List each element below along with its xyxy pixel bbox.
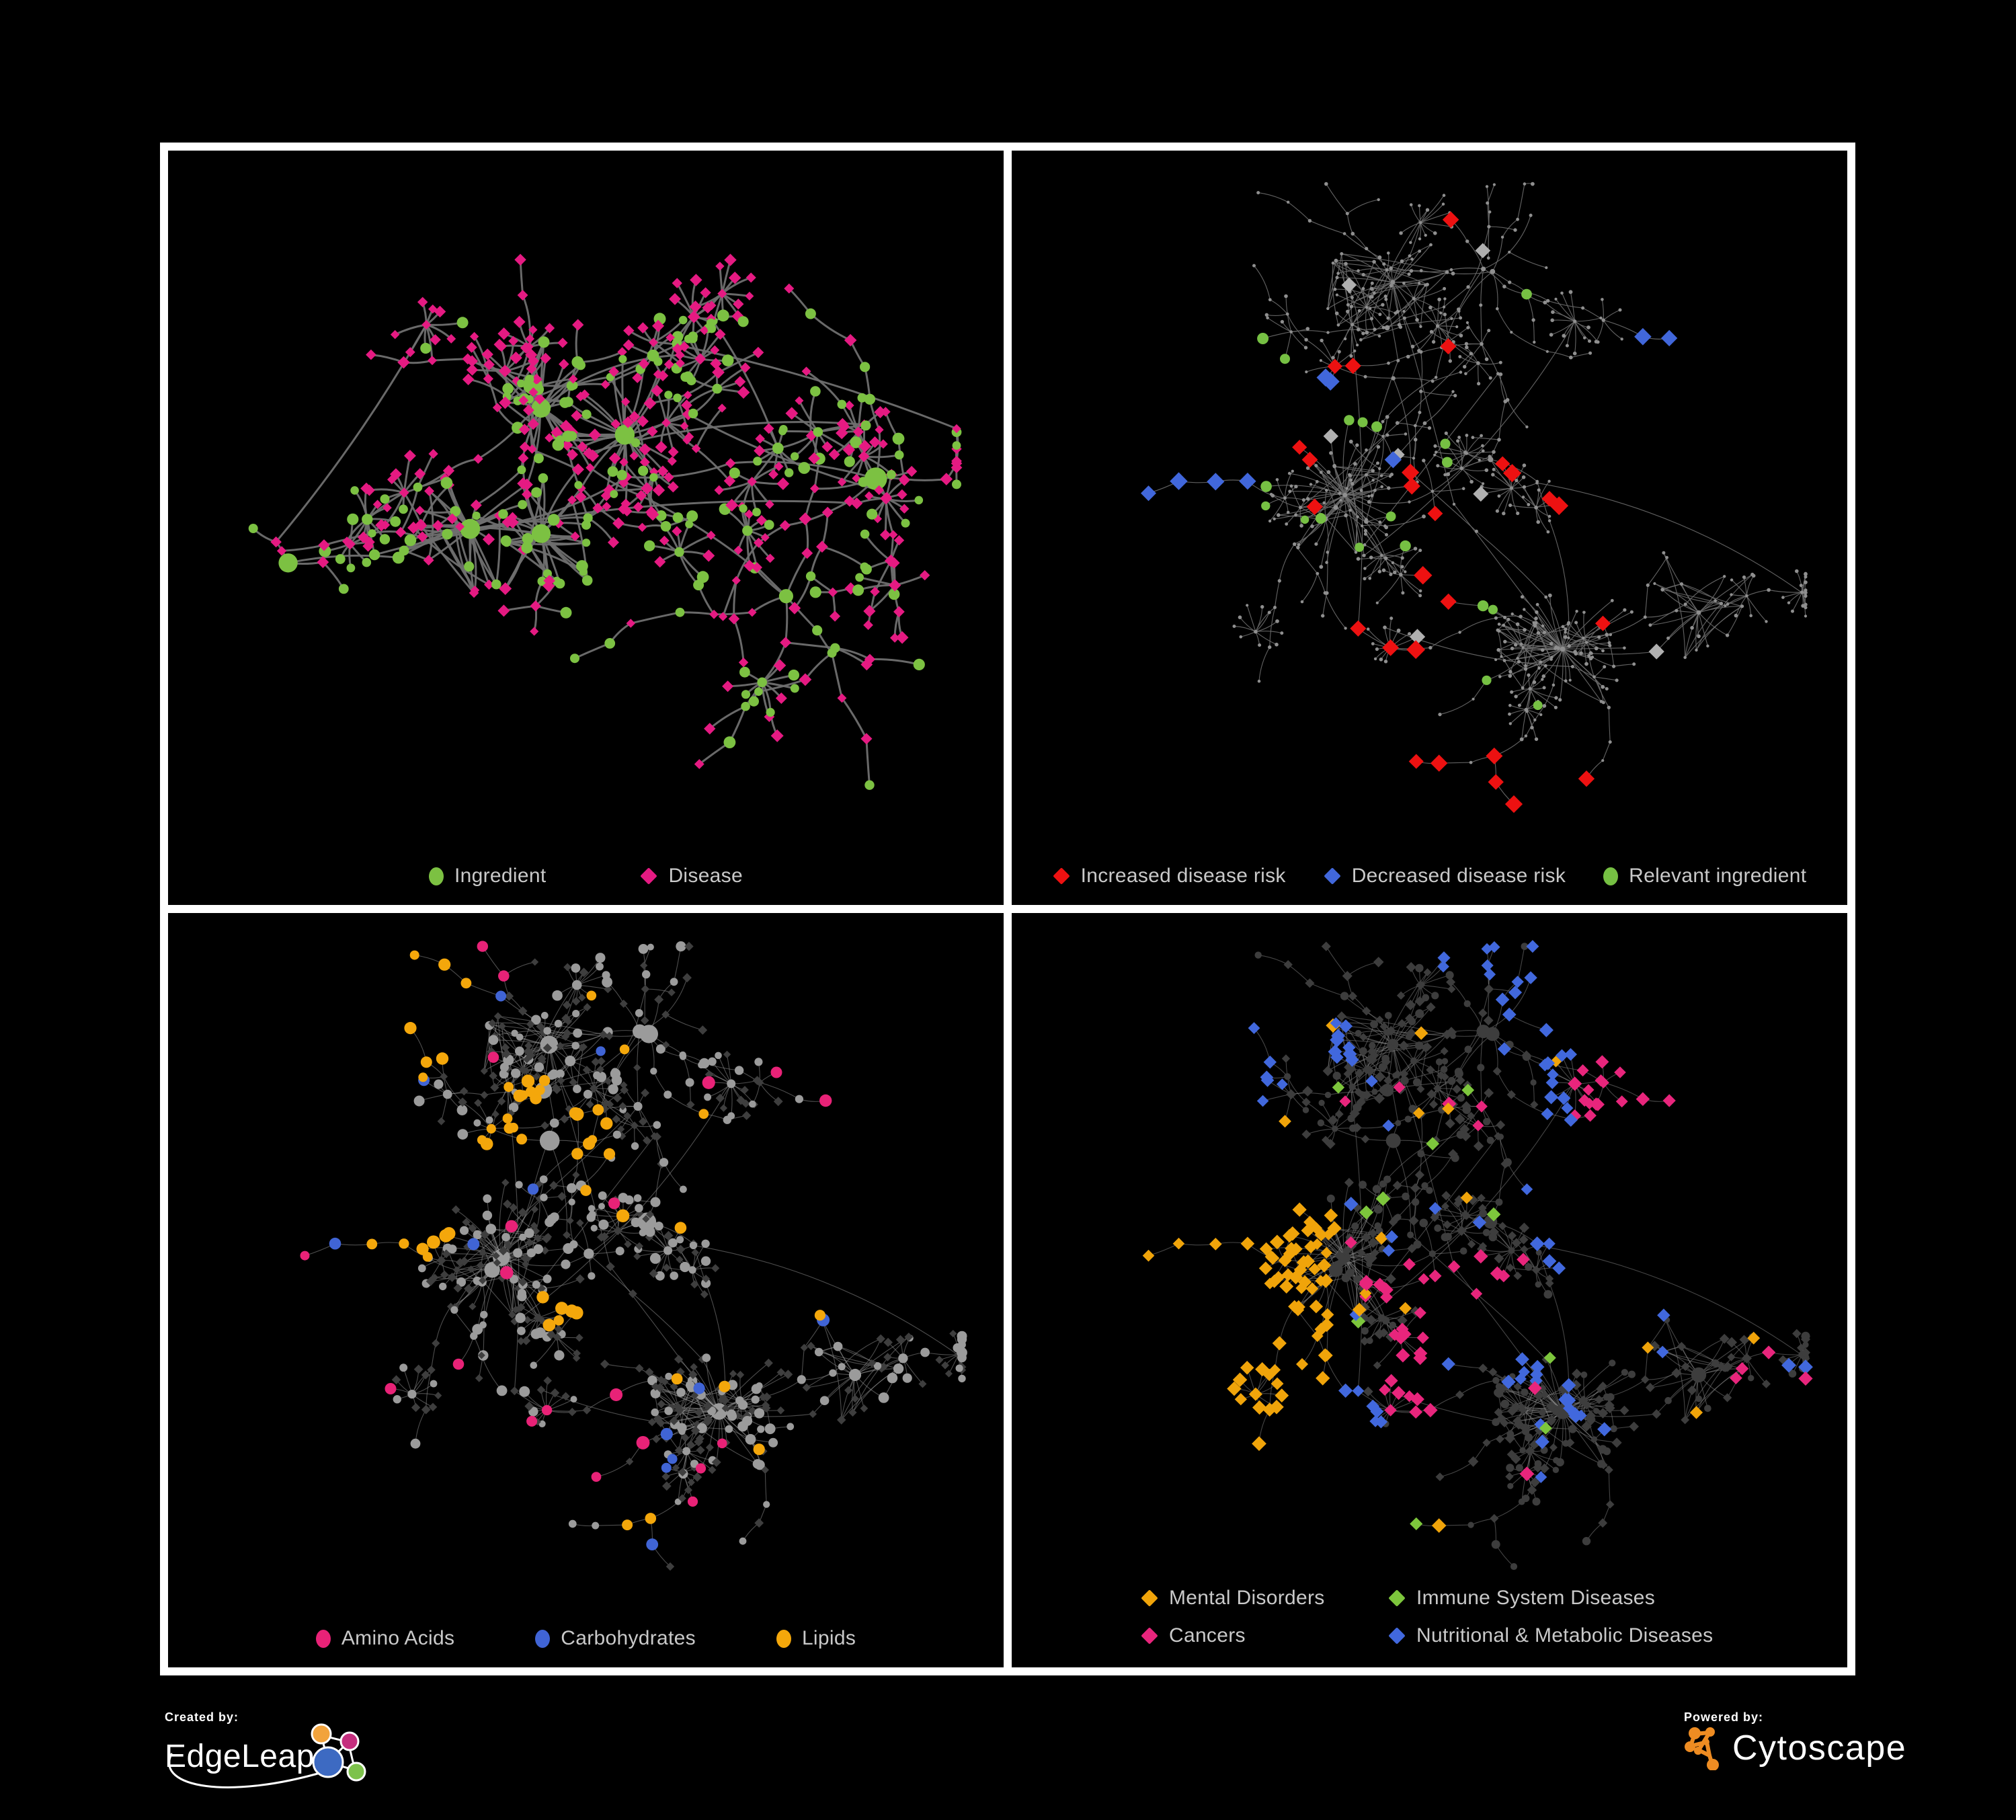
edgeleap-node-magenta xyxy=(339,1731,360,1751)
legend-label: Increased disease risk xyxy=(1080,865,1286,887)
legend-item-ingredient-disease-ingredient: Ingredient xyxy=(429,865,546,887)
circle-swatch-icon xyxy=(535,1629,551,1648)
panel-ingredient-disease: Ingredient Disease xyxy=(164,147,1008,909)
legend-item-disease-risk-increased-disease-risk: Increased disease risk xyxy=(1052,865,1286,887)
disease-risk-network xyxy=(1141,182,1808,814)
legend-label: Amino Acids xyxy=(341,1627,455,1649)
legend-label: Cancers xyxy=(1169,1624,1246,1647)
circle-swatch-icon xyxy=(429,867,444,885)
edgeleap-swoosh xyxy=(168,1753,326,1788)
circle-swatch-icon xyxy=(1603,867,1619,885)
ingredient-disease-network xyxy=(248,253,963,790)
ingredient-disease-legend: Ingredient Disease xyxy=(168,865,1004,887)
diamond-swatch-icon xyxy=(1388,1627,1406,1645)
legend-label: Immune System Diseases xyxy=(1416,1587,1656,1609)
disease-classes-network xyxy=(1142,940,1813,1571)
legend-item-disease-classes-cancers: Cancers xyxy=(1141,1624,1388,1647)
highlight-nodes-layer xyxy=(300,941,832,1550)
cytoscape-lockup: Cytoscape xyxy=(1684,1726,1906,1770)
nodes-layer xyxy=(1232,182,1808,764)
nutrient-classes-legend: Amino Acids Carbohydrates Lipids xyxy=(168,1627,1004,1650)
diamond-swatch-icon xyxy=(1323,867,1341,885)
legend-item-disease-classes-mental-disorders: Mental Disorders xyxy=(1141,1587,1388,1610)
edgeleap-node-orange xyxy=(311,1723,332,1745)
legend-item-nutrient-classes-lipids: Lipids xyxy=(776,1627,856,1650)
powered-by-label: Powered by: xyxy=(1684,1710,1764,1724)
diamond-swatch-icon xyxy=(640,867,658,885)
nutrient-classes-network xyxy=(300,941,967,1571)
legend-item-nutrient-classes-carbohydrates: Carbohydrates xyxy=(535,1627,696,1650)
legend-label: Decreased disease risk xyxy=(1351,865,1566,887)
panel-grid: Ingredient Disease Increased disease risk… xyxy=(160,143,1855,1675)
diamond-swatch-icon xyxy=(1141,1627,1158,1645)
legend-item-nutrient-classes-amino-acids: Amino Acids xyxy=(315,1627,455,1650)
edgeleap-lockup: EdgeLeap xyxy=(165,1723,487,1803)
diamond-swatch-icon xyxy=(1141,1589,1158,1607)
legend-label: Carbohydrates xyxy=(561,1627,696,1649)
edgeleap-logo xyxy=(311,1723,366,1782)
created-by-label: Created by: xyxy=(165,1710,239,1724)
legend-item-disease-classes-immune-system-diseases: Immune System Diseases xyxy=(1388,1587,1713,1610)
created-by-branding: Created by: EdgeLeap xyxy=(165,1710,541,1811)
legend-label: Mental Disorders xyxy=(1169,1587,1325,1609)
circle-swatch-icon xyxy=(776,1629,791,1648)
legend-label: Nutritional & Metabolic Diseases xyxy=(1416,1624,1713,1647)
edgeleap-node-blue xyxy=(312,1746,344,1778)
nodes-layer xyxy=(248,253,963,790)
panel-disease-risk: Increased disease risk Decreased disease … xyxy=(1008,147,1851,909)
legend-label: Relevant ingredient xyxy=(1629,865,1807,887)
cytoscape-logo xyxy=(1685,1727,1719,1770)
panel-nutrient-classes: Amino Acids Carbohydrates Lipids xyxy=(164,909,1008,1671)
disease-risk-legend: Increased disease risk Decreased disease … xyxy=(1012,865,1847,887)
panel-disease-classes: Mental Disorders Immune System Diseases Ca… xyxy=(1008,909,1851,1671)
circle-swatch-icon xyxy=(315,1629,331,1648)
legend-item-disease-risk-decreased-disease-risk: Decreased disease risk xyxy=(1323,865,1566,887)
nodes-layer xyxy=(391,941,967,1571)
diamond-swatch-icon xyxy=(1052,867,1070,885)
legend-label: Lipids xyxy=(801,1627,856,1649)
powered-by-branding: Powered by: xyxy=(1684,1710,1906,1770)
disease-classes-legend: Mental Disorders Immune System Diseases Ca… xyxy=(1012,1587,1847,1647)
cytoscape-wordmark: Cytoscape xyxy=(1732,1729,1907,1768)
edgeleap-wordmark: EdgeLeap xyxy=(165,1739,315,1774)
legend-label: Disease xyxy=(668,865,743,887)
legend-item-disease-risk-relevant-ingredient: Relevant ingredient xyxy=(1603,865,1806,887)
legend-label: Ingredient xyxy=(454,865,547,887)
legend-item-disease-classes-nutritional-metabolic-diseases: Nutritional & Metabolic Diseases xyxy=(1388,1624,1713,1647)
edgeleap-node-green xyxy=(346,1762,366,1782)
edges-layer xyxy=(305,945,963,1567)
legend-item-ingredient-disease-disease: Disease xyxy=(640,865,743,887)
highlight-nodes-layer xyxy=(1141,211,1678,814)
diamond-swatch-icon xyxy=(1388,1589,1406,1607)
